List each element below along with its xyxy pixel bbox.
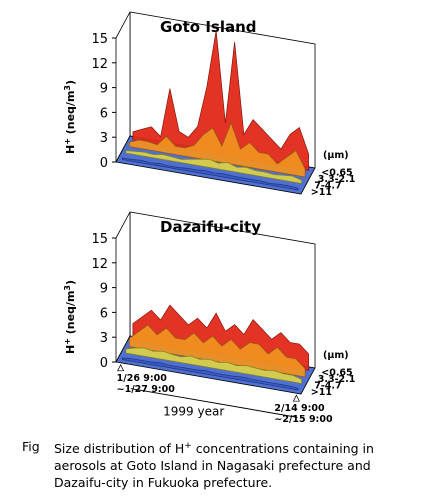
caption-after: concentrations containing in aerosols at… — [54, 441, 374, 491]
surface-row — [125, 347, 302, 384]
y-label-part: + — [63, 138, 72, 145]
y-label-part: ) — [64, 80, 77, 85]
y-label-part: H — [64, 345, 77, 354]
size-label: <0.65 — [321, 367, 352, 378]
y-tick-label: 15 — [91, 232, 108, 247]
surface-row — [122, 357, 299, 391]
x-tick-label: 1/26 9:00 ~1/27 9:00 — [116, 372, 175, 395]
y-tick-label: 3 — [100, 131, 108, 146]
y-axis-label: H+ (neq/m3) — [63, 280, 78, 354]
surface-row — [122, 157, 299, 191]
caption-text: Size distribution of H+ concentrations c… — [54, 438, 399, 491]
y-label-part: (neq/m — [64, 291, 77, 339]
x-axis-label: 1999 year — [163, 404, 224, 418]
y-tick-label: 6 — [100, 106, 108, 121]
y-label-part: 3 — [63, 85, 72, 91]
size-label: 7-4.7 — [314, 180, 341, 191]
y-axis-label: H+ (neq/m3) — [63, 80, 78, 154]
y-tick-label: 9 — [100, 82, 108, 97]
category-marker — [292, 394, 300, 402]
x-axis-arrow — [130, 388, 298, 418]
surface-row — [129, 121, 306, 178]
y-label-part: H — [64, 145, 77, 154]
x-tick-label: 2/14 9:00 ~2/15 9:00 — [274, 403, 333, 426]
caption-before: Size distribution of H — [54, 441, 185, 457]
y-tick-label: 0 — [100, 156, 108, 171]
size-label: >11 — [311, 187, 332, 198]
size-unit: (μm) — [323, 150, 349, 161]
y-label-part: + — [63, 338, 72, 345]
chart-title: Goto Island — [160, 18, 257, 36]
caption: Fig Size distribution of H+ concentratio… — [22, 438, 412, 491]
y-tick-label: 15 — [91, 32, 108, 47]
size-label: >11 — [311, 387, 332, 398]
y-label-part: 3 — [63, 285, 72, 291]
y-tick-label: 3 — [100, 331, 108, 346]
y-tick-label: 6 — [100, 306, 108, 321]
size-label: <0.65 — [321, 167, 352, 178]
surface-row — [125, 150, 302, 184]
y-label-part: ) — [64, 280, 77, 285]
surface-row — [129, 324, 306, 378]
y-label-part: (neq/m — [64, 91, 77, 139]
y-tick-label: 9 — [100, 282, 108, 297]
y-tick-label: 12 — [91, 57, 108, 72]
caption-label: Fig — [22, 439, 40, 454]
y-tick-label: 0 — [100, 356, 108, 371]
size-label: 7-4.7 — [314, 380, 341, 391]
category-marker — [117, 364, 125, 372]
caption-sup: + — [184, 441, 192, 451]
size-label: 3.3-2.1 — [318, 174, 356, 185]
size-unit: (μm) — [323, 350, 349, 361]
surface-row — [132, 30, 309, 171]
size-label: 3.3-2.1 — [318, 374, 356, 385]
chart-title: Dazaifu-city — [160, 218, 261, 236]
y-tick-label: 12 — [91, 257, 108, 272]
